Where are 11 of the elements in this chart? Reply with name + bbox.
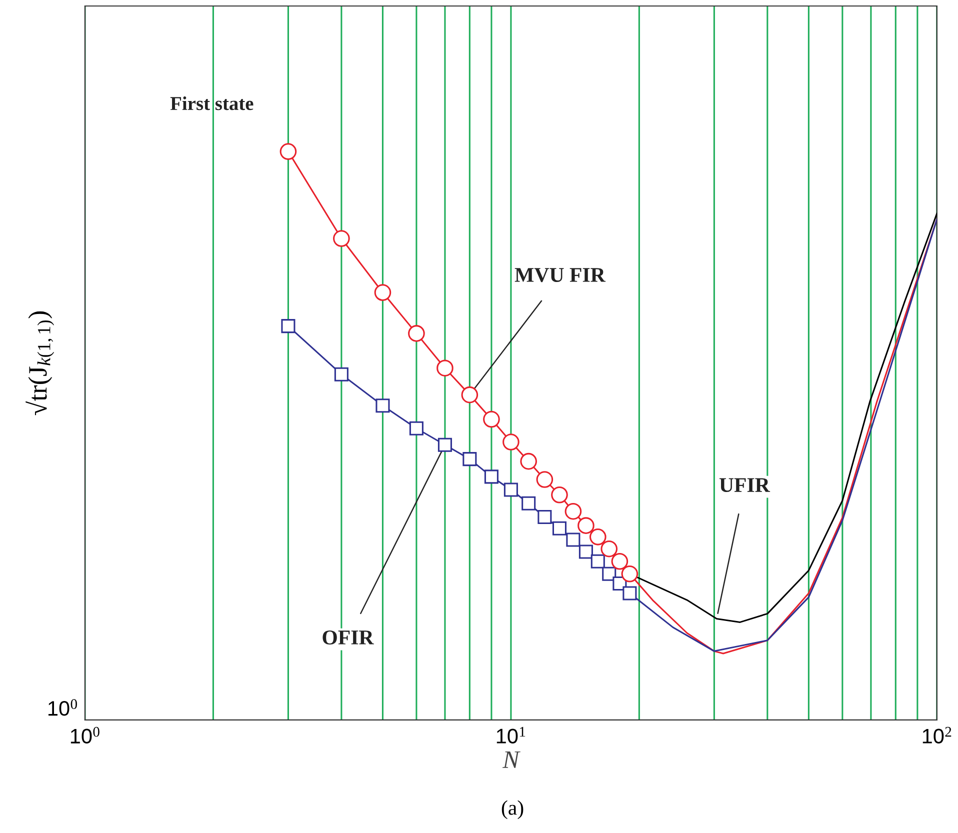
x-tick-label: 10$^{1}$	[496, 726, 526, 744]
x-tick-label: 10$^{2}$	[922, 726, 952, 744]
annotation: OFIR	[322, 630, 374, 645]
y-axis-title: √tr(J$_{k(1,1)}$)	[26, 311, 54, 416]
annotation: UFIR	[719, 478, 770, 492]
annotation: MVU FIR	[514, 268, 606, 282]
text: (a)	[502, 800, 524, 820]
text: First state	[170, 96, 254, 110]
x-axis-title: N	[502, 751, 520, 768]
x-tick-label: 10$^{0}$	[70, 726, 100, 744]
text: 10$^{0}$	[48, 699, 77, 716]
